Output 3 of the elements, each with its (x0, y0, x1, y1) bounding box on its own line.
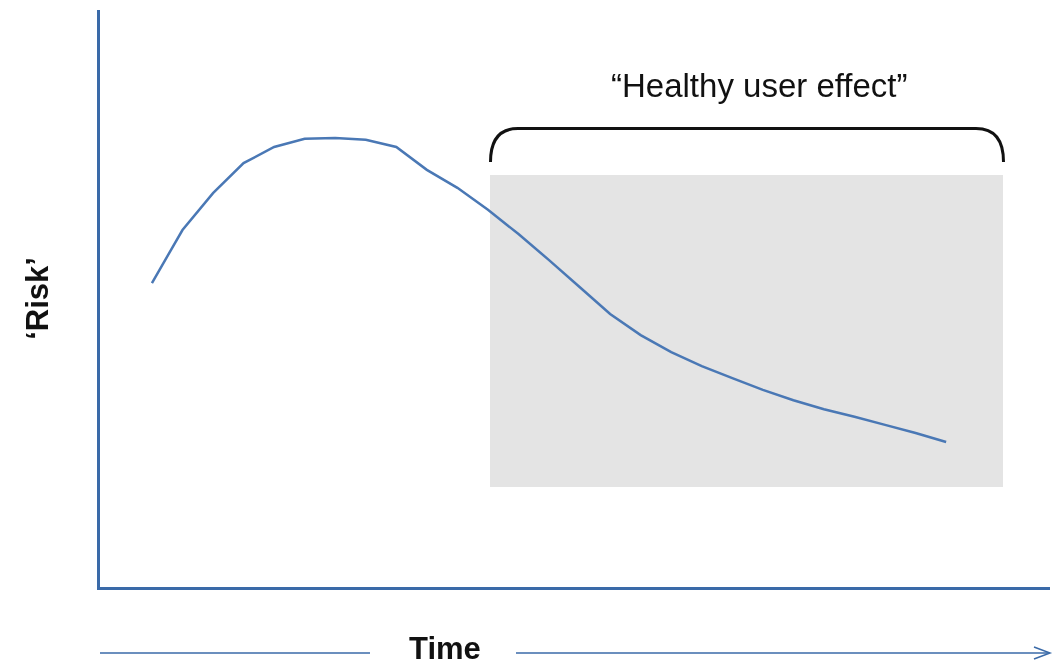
text: “Healthy user effect” (611, 67, 908, 104)
y-axis-title: ‘Risk’ (19, 257, 55, 340)
x-axis-title: Time (409, 631, 481, 665)
